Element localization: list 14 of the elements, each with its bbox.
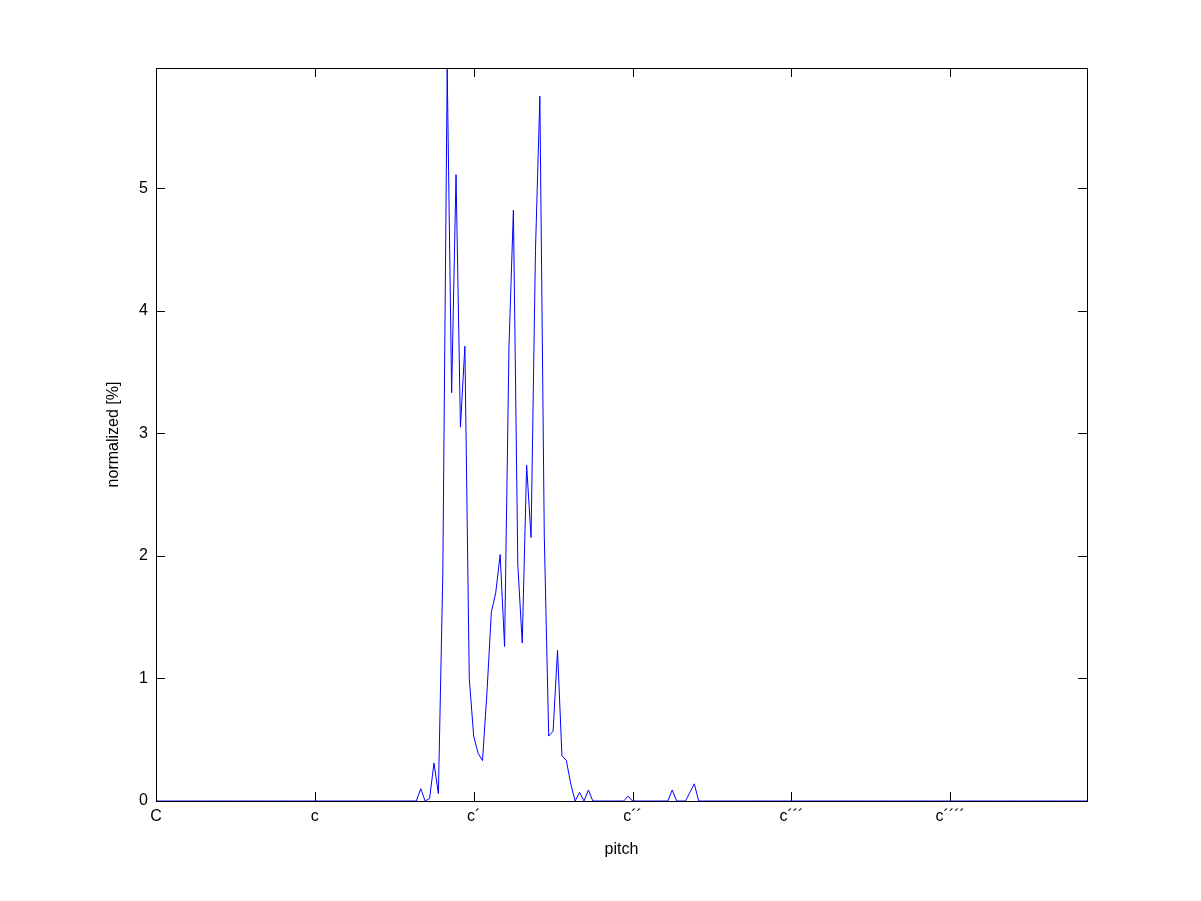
y-tick-label: 4 <box>139 301 149 319</box>
x-tick-label: c´´ <box>623 807 642 825</box>
x-tick-label: c´´´´ <box>935 807 965 825</box>
y-tick-label: 0 <box>139 791 149 809</box>
x-tick-label: c <box>310 807 319 825</box>
y-tick-label: 5 <box>139 178 149 196</box>
y-tick-label: 1 <box>139 668 149 686</box>
x-tick-label: c´´´ <box>779 807 804 825</box>
y-tick-label: 2 <box>139 546 149 564</box>
y-axis-title: normalized [%] <box>104 381 122 488</box>
x-axis-title: pitch <box>604 839 639 857</box>
y-tick-label: 3 <box>139 423 149 441</box>
x-tick-label: c´ <box>467 807 481 825</box>
x-tick-label: C <box>150 807 162 825</box>
